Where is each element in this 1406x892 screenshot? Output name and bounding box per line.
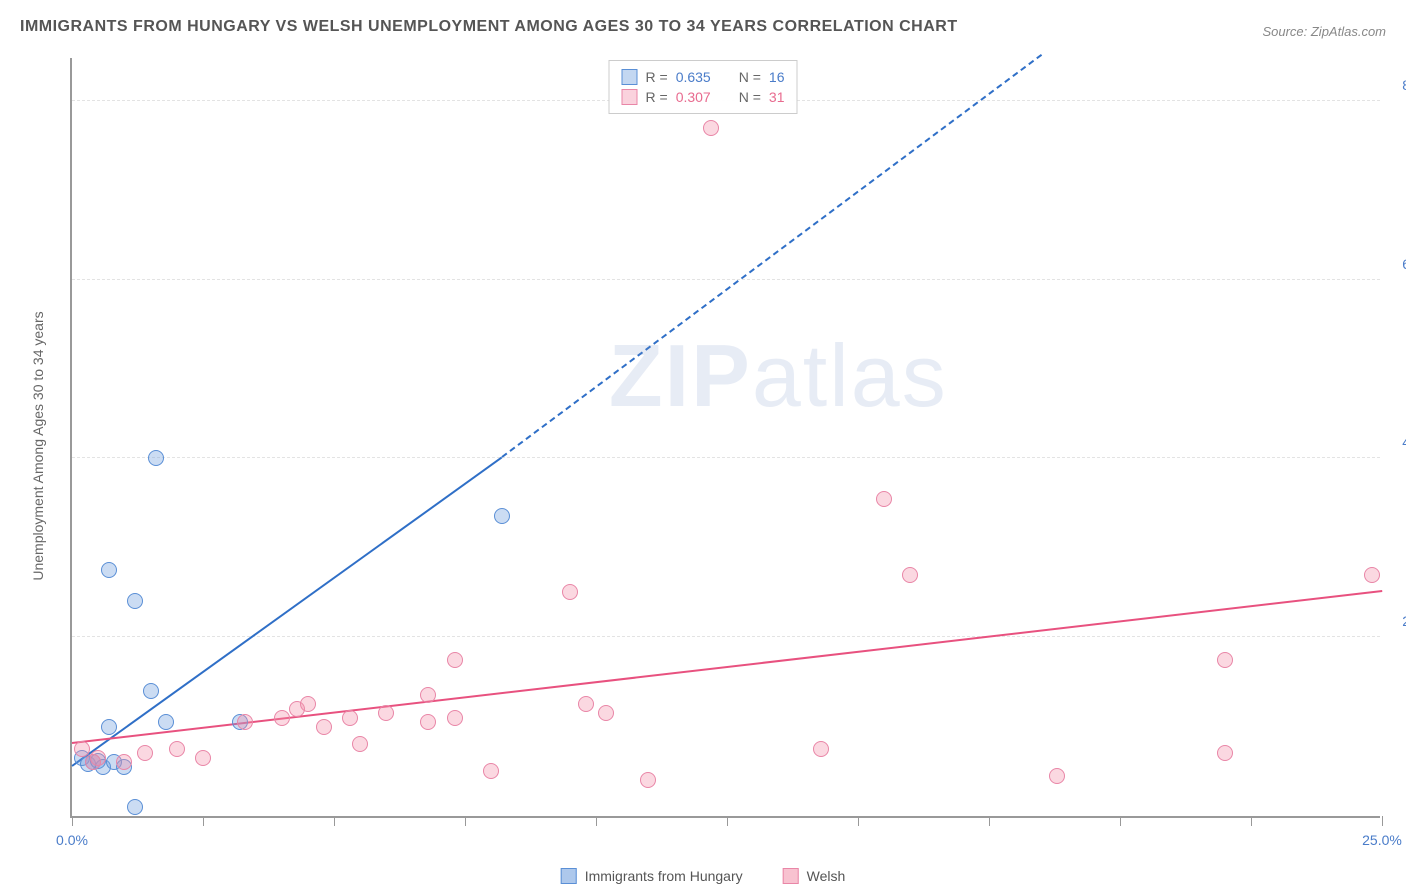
data-point	[378, 705, 394, 721]
data-point	[1217, 745, 1233, 761]
data-point	[137, 745, 153, 761]
data-point	[598, 705, 614, 721]
x-tick-label-max: 25.0%	[1362, 832, 1402, 848]
x-tick	[72, 816, 73, 826]
stats-row-hungary: R = 0.635 N = 16	[622, 67, 785, 87]
grid-line	[72, 279, 1380, 280]
stats-legend: R = 0.635 N = 16 R = 0.307 N = 31	[609, 60, 798, 114]
legend-swatch-welsh	[783, 868, 799, 884]
x-tick	[203, 816, 204, 826]
data-point	[342, 710, 358, 726]
data-point	[640, 772, 656, 788]
data-point	[1217, 652, 1233, 668]
legend-item-welsh: Welsh	[783, 868, 846, 884]
source-attribution: Source: ZipAtlas.com	[1262, 24, 1386, 39]
plot-area: ZIPatlas 20.0%40.0%60.0%80.0%0.0%25.0%	[70, 58, 1380, 818]
data-point	[237, 714, 253, 730]
y-tick-label: 20.0%	[1402, 613, 1406, 629]
grid-line	[72, 636, 1380, 637]
data-point	[316, 719, 332, 735]
data-point	[195, 750, 211, 766]
y-axis-label: Unemployment Among Ages 30 to 34 years	[30, 311, 46, 580]
n-value-welsh: 31	[769, 89, 785, 105]
x-tick	[989, 816, 990, 826]
data-point	[876, 491, 892, 507]
data-point	[101, 719, 117, 735]
x-tick	[465, 816, 466, 826]
x-tick	[596, 816, 597, 826]
data-point	[352, 736, 368, 752]
legend-label-welsh: Welsh	[807, 868, 846, 884]
data-point	[1364, 567, 1380, 583]
trend-line	[72, 590, 1382, 744]
x-tick	[727, 816, 728, 826]
y-tick-label: 60.0%	[1402, 256, 1406, 272]
data-point	[483, 763, 499, 779]
data-point	[1049, 768, 1065, 784]
data-point	[101, 562, 117, 578]
data-point	[494, 508, 510, 524]
data-point	[562, 584, 578, 600]
chart-title: IMMIGRANTS FROM HUNGARY VS WELSH UNEMPLO…	[20, 18, 958, 36]
data-point	[158, 714, 174, 730]
n-label: N =	[739, 69, 761, 85]
data-point	[274, 710, 290, 726]
n-value-hungary: 16	[769, 69, 785, 85]
legend-item-hungary: Immigrants from Hungary	[561, 868, 743, 884]
r-value-welsh: 0.307	[676, 89, 711, 105]
r-label: R =	[646, 89, 668, 105]
n-label: N =	[739, 89, 761, 105]
chart-container: IMMIGRANTS FROM HUNGARY VS WELSH UNEMPLO…	[0, 0, 1406, 892]
x-tick	[334, 816, 335, 826]
data-point	[902, 567, 918, 583]
stats-row-welsh: R = 0.307 N = 31	[622, 87, 785, 107]
data-point	[578, 696, 594, 712]
data-point	[169, 741, 185, 757]
y-tick-label: 80.0%	[1402, 77, 1406, 93]
data-point	[143, 683, 159, 699]
data-point	[420, 714, 436, 730]
data-point	[127, 799, 143, 815]
data-point	[420, 687, 436, 703]
data-point	[703, 120, 719, 136]
data-point	[116, 754, 132, 770]
y-tick-label: 40.0%	[1402, 434, 1406, 450]
x-tick	[858, 816, 859, 826]
data-point	[127, 593, 143, 609]
x-tick	[1120, 816, 1121, 826]
x-tick-label-min: 0.0%	[56, 832, 88, 848]
series-legend: Immigrants from Hungary Welsh	[561, 868, 846, 884]
data-point	[447, 652, 463, 668]
x-tick	[1382, 816, 1383, 826]
legend-swatch-welsh	[622, 89, 638, 105]
legend-label-hungary: Immigrants from Hungary	[585, 868, 743, 884]
grid-line	[72, 457, 1380, 458]
data-point	[300, 696, 316, 712]
r-label: R =	[646, 69, 668, 85]
x-tick	[1251, 816, 1252, 826]
data-point	[148, 450, 164, 466]
trend-line-extrapolated	[501, 54, 1042, 458]
r-value-hungary: 0.635	[676, 69, 711, 85]
data-point	[447, 710, 463, 726]
data-point	[90, 750, 106, 766]
legend-swatch-hungary	[622, 69, 638, 85]
data-point	[813, 741, 829, 757]
legend-swatch-hungary	[561, 868, 577, 884]
